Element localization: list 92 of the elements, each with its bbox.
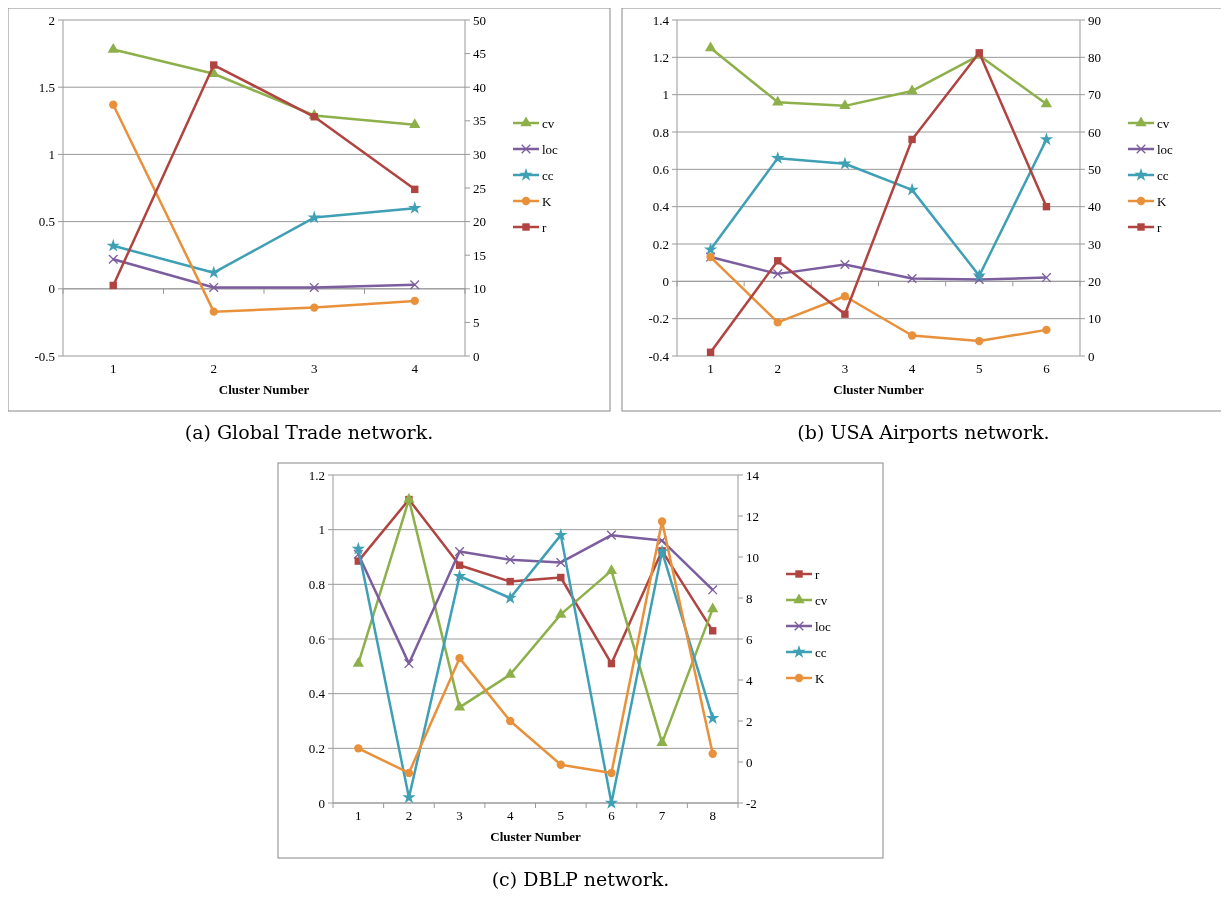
y2-tick-label: 15 [473, 247, 486, 263]
y2-tick-label: 50 [1088, 161, 1101, 177]
y2-tick-label: 10 [1088, 311, 1101, 327]
y-tick-label: 0.5 [38, 214, 55, 230]
y2-tick-label: 8 [746, 590, 753, 606]
y2-tick-label: 60 [1088, 124, 1101, 140]
text: (a) Global Trade network. [184, 421, 434, 443]
y-tick-label: 0.6 [308, 631, 326, 647]
text: (b) USA Airports network. [797, 421, 1050, 443]
y-tick-label: 1 [662, 87, 669, 103]
legend-label: K [815, 670, 825, 686]
x-tick-label: 4 [411, 361, 419, 376]
y-tick-label: 2 [48, 12, 55, 28]
y-tick-label: 1 [318, 522, 325, 538]
y-tick-label: 0.6 [652, 161, 670, 177]
y2-tick-label: 30 [473, 146, 486, 162]
y-tick-label: -0.2 [648, 311, 669, 327]
y2-tick-label: 80 [1088, 49, 1101, 65]
y2-tick-label: -2 [746, 795, 757, 811]
legend-label: r [542, 219, 547, 235]
legend-label: cv [542, 115, 555, 131]
y2-tick-label: 45 [473, 46, 486, 62]
x-tick-label: 3 [841, 361, 849, 376]
x-tick-label: 2 [774, 361, 781, 376]
y2-tick-label: 40 [473, 79, 486, 95]
y-tick-label: 1.4 [652, 12, 670, 28]
x-tick-label: 6 [1043, 361, 1051, 376]
x-tick-label: 1 [110, 361, 117, 376]
y-tick-label: 0.4 [308, 686, 326, 702]
x-tick-label: 2 [210, 361, 217, 376]
legend-label: r [815, 566, 820, 582]
x-tick-label: 4 [506, 808, 514, 823]
x-tick-label: 1 [707, 361, 714, 376]
y-tick-label: 1 [48, 146, 55, 162]
x-tick-label: 5 [976, 361, 983, 376]
y-tick-label: 1.2 [652, 49, 669, 65]
y-tick-label: 0.8 [308, 576, 325, 592]
y-tick-label: 1.2 [308, 467, 325, 483]
y2-tick-label: 30 [1088, 236, 1101, 252]
x-tick-label: 1 [355, 808, 362, 823]
legend-label: cc [1157, 167, 1169, 183]
y-tick-label: -0.5 [34, 348, 55, 364]
x-axis-title: Cluster Number [490, 829, 581, 844]
legend-label: K [542, 193, 552, 209]
y2-tick-label: 0 [746, 754, 753, 770]
y2-tick-label: 35 [473, 113, 486, 129]
y-tick-label: 0 [662, 273, 669, 289]
y2-tick-label: 4 [746, 672, 753, 688]
x-axis-title: Cluster Number [833, 382, 924, 397]
y2-tick-label: 25 [473, 180, 486, 196]
legend-label: cv [815, 592, 828, 608]
y2-tick-label: 6 [746, 631, 753, 647]
y2-tick-label: 0 [1088, 348, 1095, 364]
y-tick-label: 0.2 [308, 740, 325, 756]
y2-tick-label: 10 [473, 281, 486, 297]
y-tick-label: 0.4 [652, 199, 670, 215]
y2-tick-label: 20 [473, 214, 486, 230]
legend-label: cv [1157, 115, 1170, 131]
y2-tick-label: 0 [473, 348, 480, 364]
legend-label: cc [542, 167, 554, 183]
legend-label: loc [542, 141, 559, 157]
legend-label: K [1157, 193, 1167, 209]
y2-tick-label: 12 [746, 508, 759, 524]
x-tick-label: 8 [709, 808, 716, 823]
y2-tick-label: 20 [1088, 273, 1101, 289]
x-tick-label: 4 [908, 361, 916, 376]
y-tick-label: 0.2 [652, 236, 669, 252]
y2-tick-label: 2 [746, 713, 753, 729]
y-tick-label: -0.4 [648, 348, 670, 364]
x-tick-label: 3 [456, 808, 463, 823]
y2-tick-label: 40 [1088, 199, 1101, 215]
x-tick-label: 6 [608, 808, 616, 823]
y2-tick-label: 14 [746, 467, 760, 483]
y2-tick-label: 70 [1088, 87, 1101, 103]
text: (c) DBLP network. [491, 868, 670, 890]
x-axis-title: Cluster Number [218, 382, 310, 397]
y-tick-label: 1.5 [38, 79, 55, 95]
y-tick-label: 0 [318, 795, 325, 811]
legend-label: r [1157, 219, 1162, 235]
y-tick-label: 0 [48, 281, 55, 297]
y-tick-label: 0.8 [652, 124, 669, 140]
legend-label: loc [1157, 141, 1174, 157]
x-tick-label: 2 [405, 808, 413, 823]
x-tick-label: 5 [557, 808, 565, 823]
y2-tick-label: 10 [746, 549, 759, 565]
x-tick-label: 7 [658, 808, 666, 823]
legend-label: loc [815, 618, 832, 634]
y2-tick-label: 5 [473, 314, 480, 330]
y2-tick-label: 90 [1088, 12, 1101, 28]
x-tick-label: 3 [311, 361, 318, 376]
y2-tick-label: 50 [473, 12, 486, 28]
legend-label: cc [815, 644, 827, 660]
